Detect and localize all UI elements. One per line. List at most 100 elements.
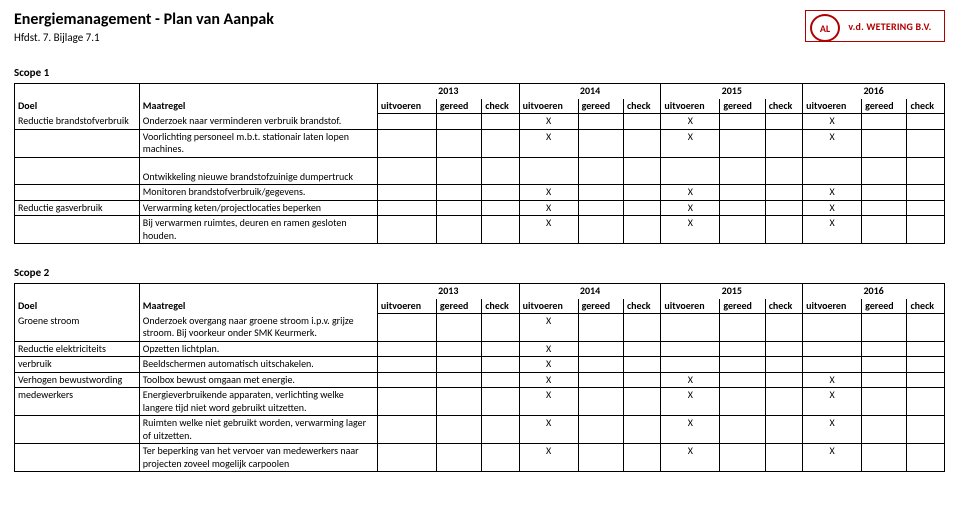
- mark-cell: [436, 416, 481, 444]
- mark-cell: X: [803, 200, 862, 216]
- col-sub-header: uitvoeren: [661, 99, 720, 114]
- doel-cell: [15, 444, 140, 472]
- mark-cell: [623, 170, 660, 185]
- mark-cell: [482, 114, 519, 130]
- mark-cell: [436, 444, 481, 472]
- mark-cell: [862, 444, 907, 472]
- mark-cell: [623, 314, 660, 342]
- mark-cell: [377, 114, 436, 130]
- mark-cell: [377, 200, 436, 216]
- mark-cell: [720, 372, 765, 388]
- mark-cell: [623, 114, 660, 130]
- doel-cell: [15, 129, 140, 157]
- mark-cell: [377, 388, 436, 416]
- col-sub-header: check: [482, 299, 519, 314]
- mark-cell: [377, 170, 436, 185]
- mark-cell: [578, 416, 623, 444]
- scope-table: DoelMaatregel2013201420152016uitvoerenge…: [14, 83, 945, 244]
- mark-cell: [623, 200, 660, 216]
- mark-cell: [623, 129, 660, 157]
- col-year-header: 2015: [661, 84, 803, 99]
- maatregel-cell: Energieverbruikende apparaten, verlichti…: [139, 388, 377, 416]
- mark-cell: [377, 185, 436, 201]
- mark-cell: [765, 185, 802, 201]
- mark-cell: X: [519, 114, 578, 130]
- col-maatregel-header: Maatregel: [139, 284, 377, 314]
- mark-cell: [482, 314, 519, 342]
- mark-cell: [436, 129, 481, 157]
- mark-cell: [765, 372, 802, 388]
- mark-cell: [377, 314, 436, 342]
- mark-cell: X: [661, 185, 720, 201]
- mark-cell: [862, 357, 907, 373]
- col-sub-header: gereed: [578, 99, 623, 114]
- mark-cell: X: [803, 444, 862, 472]
- mark-cell: [720, 185, 765, 201]
- scope-label: Scope 1: [14, 66, 945, 79]
- mark-cell: [623, 416, 660, 444]
- mark-cell: [765, 170, 802, 185]
- scope-section: Scope 1DoelMaatregel2013201420152016uitv…: [14, 66, 945, 244]
- title-block: Energiemanagement - Plan van Aanpak Hfds…: [14, 10, 274, 44]
- mark-cell: X: [803, 216, 862, 244]
- col-sub-header: check: [482, 99, 519, 114]
- mark-cell: [720, 314, 765, 342]
- mark-cell: [862, 314, 907, 342]
- maatregel-cell: Monitoren brandstofverbruik/gegevens.: [139, 185, 377, 201]
- maatregel-cell: Ter beperking van het vervoer van medewe…: [139, 444, 377, 472]
- mark-cell: [578, 170, 623, 185]
- mark-cell: X: [661, 129, 720, 157]
- col-year-header: 2016: [803, 84, 945, 99]
- mark-cell: X: [661, 114, 720, 130]
- mark-cell: X: [661, 444, 720, 472]
- col-sub-header: uitvoeren: [519, 299, 578, 314]
- mark-cell: [377, 357, 436, 373]
- mark-cell: [720, 416, 765, 444]
- mark-cell: [862, 185, 907, 201]
- col-sub-header: check: [623, 99, 660, 114]
- maatregel-cell: Toolbox bewust omgaan met energie.: [139, 372, 377, 388]
- mark-cell: [720, 388, 765, 416]
- doel-cell: Verhogen bewustwording: [15, 372, 140, 388]
- mark-cell: [765, 200, 802, 216]
- maatregel-cell: Bij verwarmen ruimtes, deuren en ramen g…: [139, 216, 377, 244]
- col-sub-header: check: [907, 299, 945, 314]
- mark-cell: [720, 444, 765, 472]
- col-sub-header: uitvoeren: [377, 99, 436, 114]
- mark-cell: X: [803, 185, 862, 201]
- mark-cell: [765, 216, 802, 244]
- mark-cell: [623, 341, 660, 357]
- page-title: Energiemanagement - Plan van Aanpak: [14, 10, 274, 29]
- col-sub-header: uitvoeren: [803, 299, 862, 314]
- mark-cell: [907, 170, 945, 185]
- logo-oval: AL: [810, 14, 840, 42]
- col-sub-header: check: [765, 299, 802, 314]
- mark-cell: [862, 216, 907, 244]
- maatregel-cell: Onderzoek naar verminderen verbruik bran…: [139, 114, 377, 130]
- mark-cell: [436, 114, 481, 130]
- mark-cell: [623, 185, 660, 201]
- mark-cell: [803, 341, 862, 357]
- mark-cell: [907, 129, 945, 157]
- maatregel-cell: Ontwikkeling nieuwe brandstofzuinige dum…: [139, 170, 377, 185]
- mark-cell: [436, 200, 481, 216]
- mark-cell: [482, 444, 519, 472]
- mark-cell: X: [519, 200, 578, 216]
- mark-cell: X: [519, 388, 578, 416]
- doel-cell: verbruik: [15, 357, 140, 373]
- mark-cell: [623, 388, 660, 416]
- col-sub-header: uitvoeren: [377, 299, 436, 314]
- mark-cell: X: [803, 416, 862, 444]
- mark-cell: [720, 357, 765, 373]
- mark-cell: [803, 170, 862, 185]
- mark-cell: [377, 216, 436, 244]
- maatregel-cell: Onderzoek overgang naar groene stroom i.…: [139, 314, 377, 342]
- mark-cell: X: [661, 216, 720, 244]
- mark-cell: [623, 444, 660, 472]
- mark-cell: [862, 372, 907, 388]
- mark-cell: [519, 170, 578, 185]
- col-sub-header: check: [623, 299, 660, 314]
- mark-cell: [907, 114, 945, 130]
- mark-cell: X: [803, 372, 862, 388]
- mark-cell: [377, 416, 436, 444]
